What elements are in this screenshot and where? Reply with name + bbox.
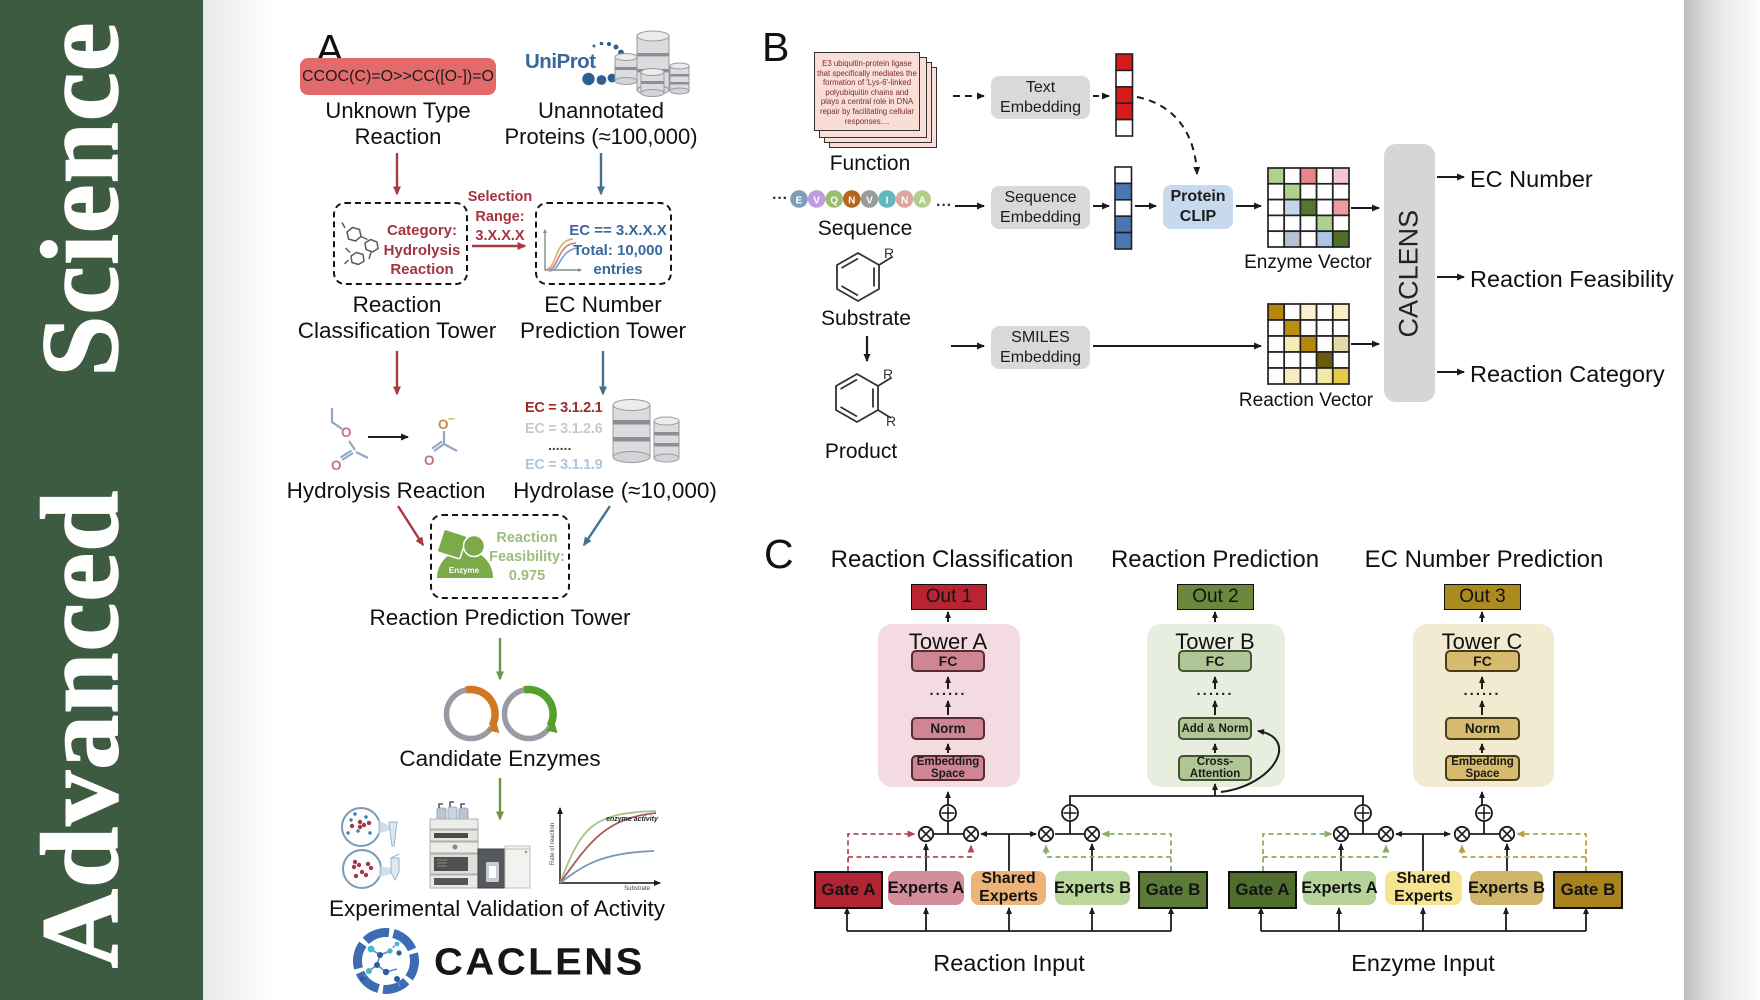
svg-text:O: O (331, 458, 342, 473)
svg-text:O: O (438, 417, 449, 432)
svg-text:E: E (796, 196, 803, 207)
svg-text:Rate of reaction: Rate of reaction (550, 823, 556, 865)
svg-text:V: V (813, 196, 820, 207)
svg-text:N: N (848, 196, 855, 207)
svg-text:Substrate: Substrate (624, 886, 650, 892)
svg-text:I: I (886, 196, 889, 207)
svg-text:V: V (866, 196, 873, 207)
svg-text:Q: Q (830, 196, 838, 207)
svg-text:O: O (341, 425, 352, 440)
svg-text:O: O (424, 453, 435, 468)
svg-text:A: A (919, 196, 926, 207)
svg-text:–: – (448, 411, 455, 425)
svg-text:enzyme activity: enzyme activity (606, 816, 659, 823)
svg-text:N: N (901, 196, 908, 207)
svg-text:Enzyme: Enzyme (449, 566, 480, 575)
